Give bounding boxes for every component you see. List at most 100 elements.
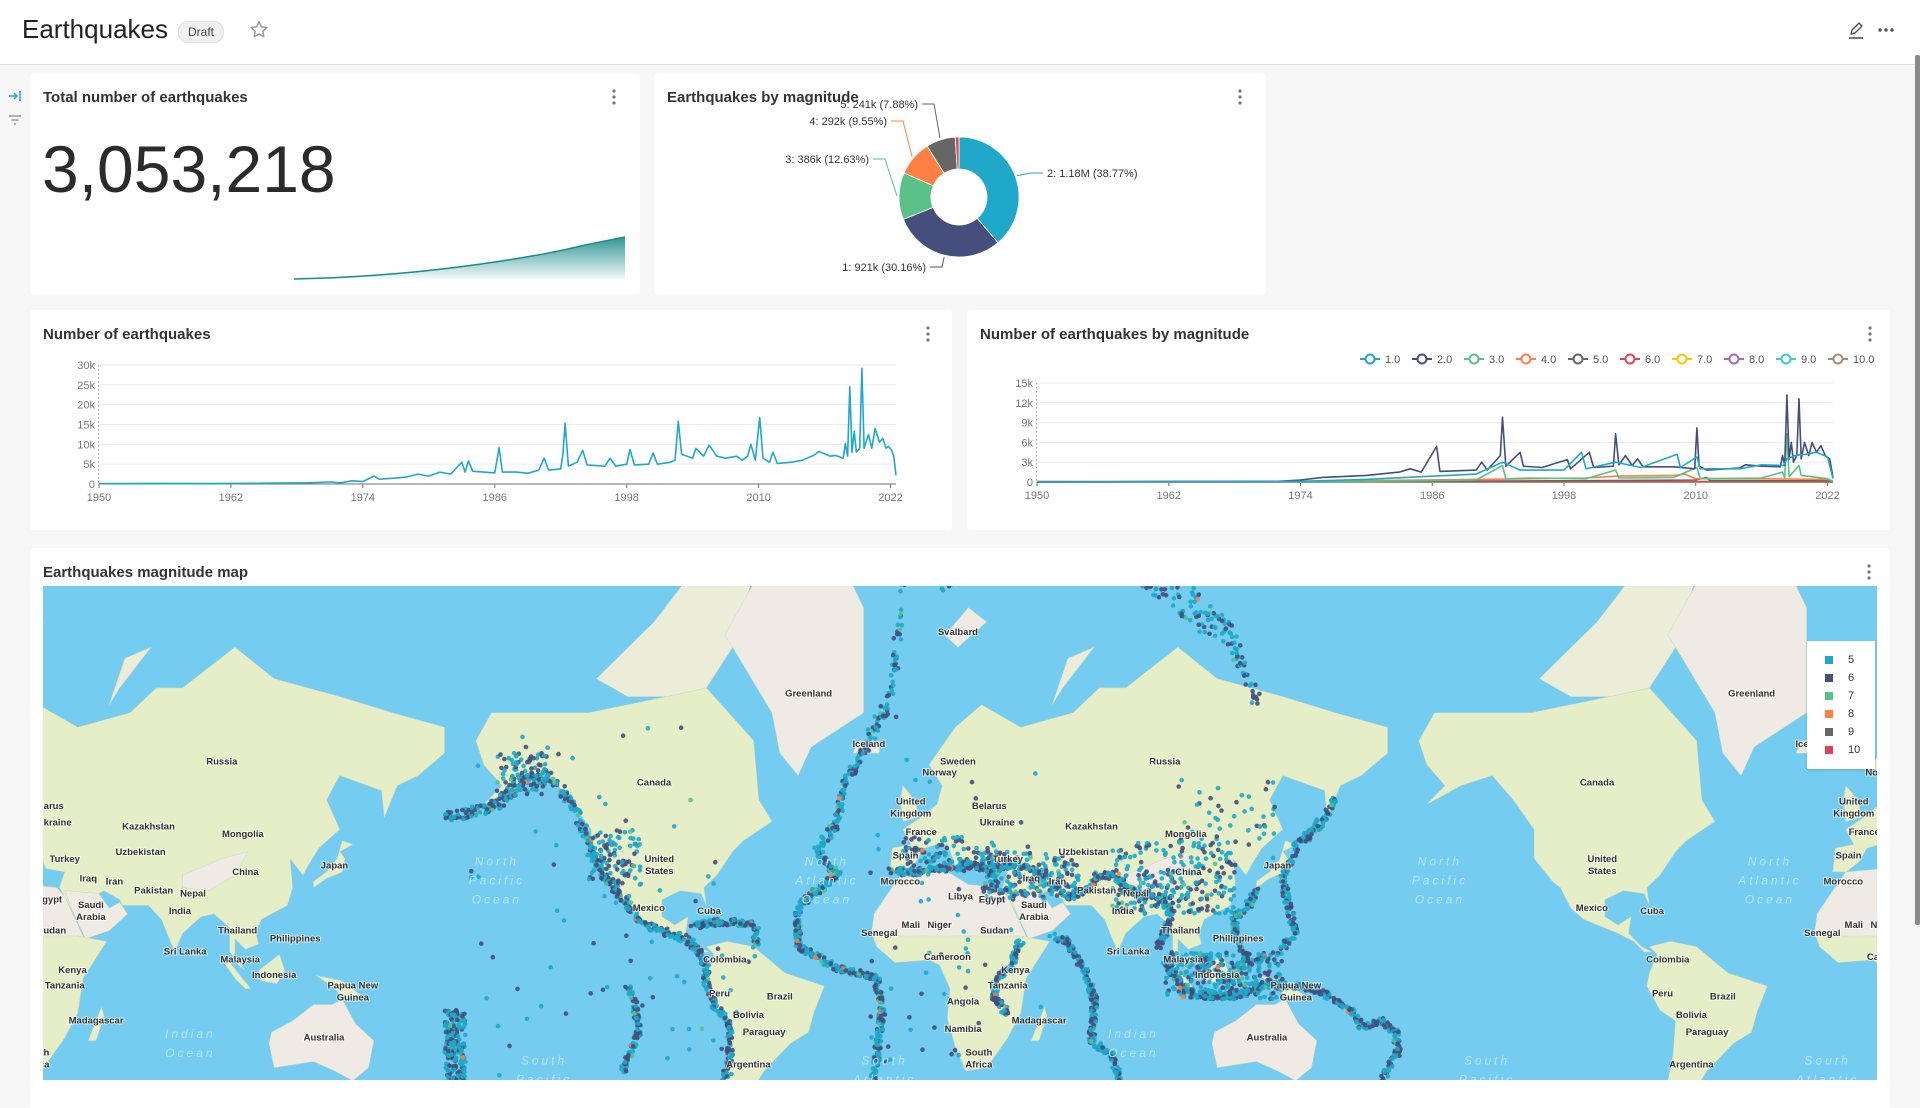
earthquake-point [890, 688, 895, 693]
earthquake-point [1168, 844, 1173, 849]
earthquake-point [1114, 897, 1119, 902]
earthquake-point [1332, 799, 1337, 804]
earthquake-point [626, 907, 631, 912]
legend-circle-icon [1366, 355, 1375, 364]
legend-item-1.0[interactable]: 1.0 [1360, 354, 1400, 366]
legend-item-3.0[interactable]: 3.0 [1464, 354, 1504, 366]
earthquake-point [1186, 909, 1191, 914]
ellipsis-icon[interactable] [1876, 20, 1896, 40]
earthquake-point [1243, 983, 1248, 988]
earthquake-point [540, 771, 545, 776]
earthquake-point [1210, 989, 1215, 994]
legend-item-5.0[interactable]: 5.0 [1568, 354, 1608, 366]
earthquake-point [501, 776, 506, 781]
earthquake-point [616, 892, 621, 897]
earthquake-point [498, 752, 503, 757]
earthquake-point [449, 816, 454, 821]
big-number-card: Total number of earthquakes 3,053,218 [30, 73, 640, 295]
filter-icon[interactable] [7, 112, 23, 128]
earthquake-point [793, 921, 798, 926]
earthquake-point [1210, 996, 1215, 1001]
pencil-icon[interactable] [1846, 20, 1866, 40]
y-axis-tick [98, 445, 99, 447]
earthquake-point [797, 947, 802, 952]
x-tick-label: 1974 [1288, 490, 1312, 502]
earthquake-point [452, 1040, 457, 1045]
legend-item-4.0[interactable]: 4.0 [1516, 354, 1556, 366]
earthquake-point [529, 766, 534, 771]
y-axis-tick [1036, 459, 1037, 461]
earthquake-point [797, 913, 802, 918]
y-axis-tick [98, 421, 99, 423]
legend-label: 1.0 [1385, 354, 1400, 366]
kebab-menu-icon[interactable] [1863, 562, 1875, 582]
earthquake-point [893, 656, 898, 661]
earthquake-point [1203, 987, 1208, 992]
y-axis-tick [98, 473, 99, 475]
earthquake-point [445, 1030, 450, 1035]
earthquake-point [879, 1039, 884, 1044]
earthquake-point [604, 834, 609, 839]
legend-item-6.0[interactable]: 6.0 [1620, 354, 1660, 366]
earthquake-point [1381, 1023, 1386, 1028]
y-axis-tick [98, 425, 99, 427]
earthquake-point [693, 942, 698, 947]
earthquake-point [1296, 847, 1301, 852]
earthquake-point [593, 846, 598, 851]
earthquake-point [1019, 866, 1024, 871]
earthquake-point [1247, 968, 1252, 973]
earthquake-point [1382, 1068, 1387, 1073]
earthquake-point [1073, 950, 1078, 955]
earthquake-point [600, 870, 605, 875]
earthquake-point [1250, 981, 1255, 986]
x-tick-label: 1962 [1157, 490, 1181, 502]
earthquake-point [1164, 980, 1169, 985]
earthquake-point [1395, 1047, 1400, 1052]
earthquake-point [1085, 977, 1090, 982]
y-axis-tick [98, 373, 99, 375]
page-scrollbar[interactable] [1915, 55, 1920, 925]
earthquake-point [798, 909, 803, 914]
earthquake-point [1280, 959, 1285, 964]
earthquake-point [1207, 868, 1212, 873]
earthquake-point [1275, 953, 1280, 958]
earthquake-point [457, 1044, 462, 1049]
earthquake-point [1089, 1009, 1094, 1014]
earthquake-point [1098, 1041, 1103, 1046]
earthquake-point [727, 1025, 732, 1030]
draft-badge[interactable]: Draft [178, 21, 224, 43]
legend-item-7.0[interactable]: 7.0 [1672, 354, 1712, 366]
y-axis-tick [1036, 415, 1037, 417]
earthquake-point [839, 805, 844, 810]
legend-item-9.0[interactable]: 9.0 [1776, 354, 1816, 366]
earthquake-point [1114, 868, 1119, 873]
legend-item-10.0[interactable]: 10.0 [1828, 354, 1874, 366]
earthquake-point [451, 1020, 456, 1025]
earthquake-point [461, 817, 466, 822]
star-icon[interactable] [248, 19, 270, 41]
earthquake-point [1215, 905, 1220, 910]
collapse-arrow-icon[interactable] [7, 88, 23, 104]
pie-leader-line [930, 257, 944, 267]
y-tick-label: 0 [1027, 477, 1033, 489]
earthquake-point [872, 714, 877, 719]
land-novaya-zemlya [1052, 647, 1094, 705]
earthquake-point [1319, 992, 1324, 997]
earthquake-point [823, 959, 828, 964]
earthquake-point [510, 788, 515, 793]
earthquake-point [1194, 880, 1199, 885]
earthquake-point [676, 936, 681, 941]
legend-item-2.0[interactable]: 2.0 [1412, 354, 1452, 366]
earthquake-point [1124, 884, 1129, 889]
earthquake-point [1234, 988, 1239, 993]
earthquake-point [1349, 1012, 1354, 1017]
earthquake-point [608, 834, 613, 839]
earthquake-point [898, 867, 903, 872]
earthquake-point [1222, 871, 1227, 876]
earthquake-point [696, 953, 701, 958]
earthquake-point [443, 1023, 448, 1028]
earthquake-point [1008, 895, 1013, 900]
legend-item-8.0[interactable]: 8.0 [1724, 354, 1764, 366]
